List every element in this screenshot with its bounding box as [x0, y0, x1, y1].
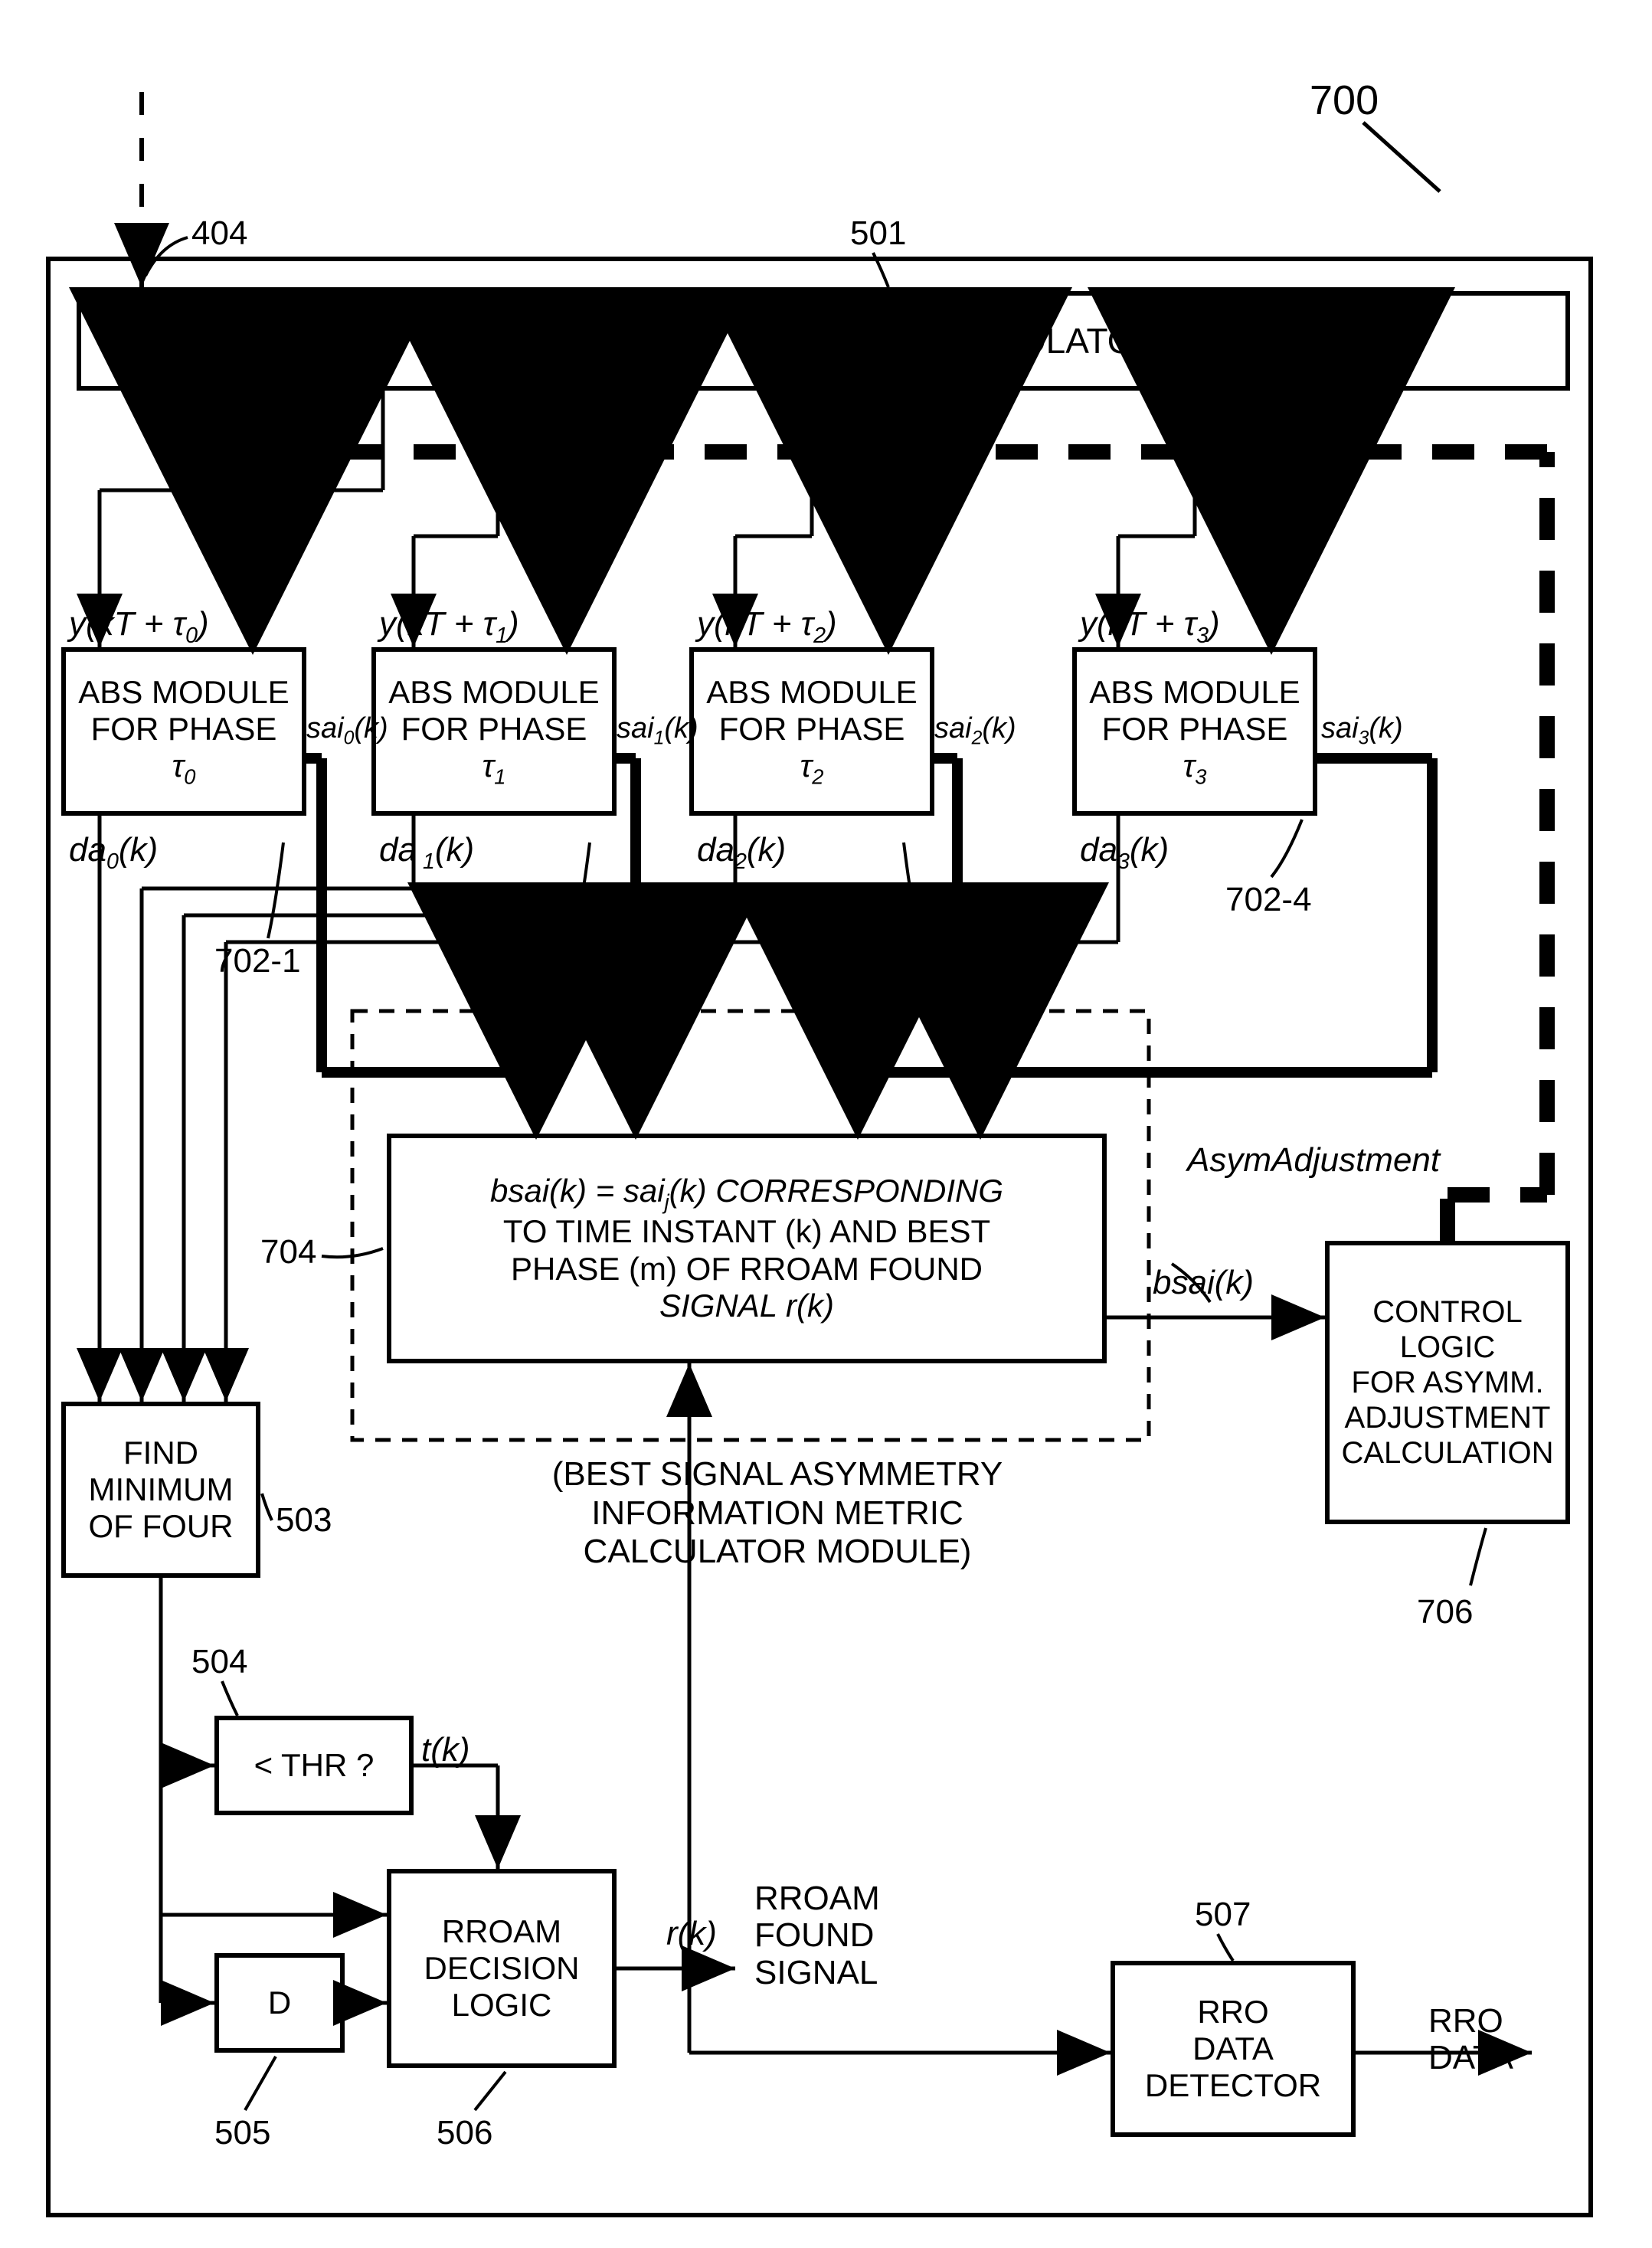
abs0-l2: FOR PHASE	[91, 711, 277, 747]
block-interp-text: DIGITAL INTERPOLATORS	[747, 321, 1184, 362]
ref-abs1: 702-1	[214, 942, 301, 980]
signal-rk: r(k)	[666, 1915, 717, 1953]
signal-bsaik: bsai(k)	[1153, 1264, 1254, 1302]
signal-y-tau2: y(kT + τ2)	[697, 605, 837, 649]
signal-sai2: sai2(k)	[934, 712, 1016, 750]
signal-asymadjustment: AsymAdjustment	[1187, 1141, 1440, 1180]
block-abs-tau3: ABS MODULE FOR PHASE τ3	[1072, 647, 1317, 816]
ref-detector: 507	[1195, 1896, 1251, 1934]
signal-y-tau1: y(kT + τ1)	[379, 605, 519, 649]
ref-thr: 504	[191, 1643, 247, 1681]
signal-y-tau3: y(kT + τ3)	[1080, 605, 1220, 649]
signal-rro-data-out: RRO DATA	[1428, 2003, 1513, 2077]
signal-da0: da0(k)	[69, 831, 158, 875]
ref-interp: 501	[850, 214, 906, 253]
bsai-module-label: (BEST SIGNAL ASYMMETRY INFORMATION METRI…	[425, 1455, 1130, 1572]
block-interpolators: DIGITAL INTERPOLATORS	[360, 291, 1570, 391]
block-control-logic: CONTROL LOGIC FOR ASYMM. ADJUSTMENT CALC…	[1325, 1241, 1570, 1524]
block-rroam-decision: RROAM DECISION LOGIC	[387, 1869, 617, 2068]
rroam-found-label: RROAM FOUND SIGNAL	[754, 1880, 880, 1991]
ref-abs3: 702-3	[865, 942, 952, 980]
ref-bsai: 704	[260, 1233, 316, 1271]
decision-text: RROAM DECISION LOGIC	[399, 1913, 604, 2024]
delay-text: D	[268, 1985, 291, 2021]
block-ad-text: A/D	[115, 322, 168, 359]
block-find-minimum: FIND MINIMUM OF FOUR	[61, 1402, 260, 1578]
ref-abs2: 702-2	[521, 942, 607, 980]
block-delay: D	[214, 1953, 345, 2053]
signal-da2: da2(k)	[697, 831, 786, 875]
ref-delay: 505	[214, 2114, 270, 2152]
signal-da1: da 1(k)	[379, 831, 474, 875]
block-ad: A/D	[77, 291, 207, 391]
ref-ctrl: 706	[1417, 1593, 1473, 1631]
ref-min: 503	[276, 1501, 332, 1540]
block-abs-tau0: ABS MODULE FOR PHASE τ0	[61, 647, 306, 816]
block-abs-tau1: ABS MODULE FOR PHASE τ1	[371, 647, 617, 816]
block-rro-detector: RRO DATA DETECTOR	[1111, 1961, 1356, 2137]
ref-figure-700: 700	[1310, 77, 1379, 124]
signal-tk: t(k)	[421, 1731, 470, 1769]
block-thr-compare: < THR ?	[214, 1716, 414, 1815]
min-text: FIND MINIMUM OF FOUR	[74, 1435, 248, 1546]
signal-sai3: sai3(k)	[1321, 712, 1403, 750]
ref-ad: 404	[191, 214, 247, 253]
signal-sai1: sai1(k)	[617, 712, 698, 750]
block-abs-tau2: ABS MODULE FOR PHASE τ2	[689, 647, 934, 816]
signal-y0-input: y(kT + τ0)	[211, 290, 351, 333]
block-bsai-selector: bsai(k) = saij(k) CORRESPONDING TO TIME …	[387, 1134, 1107, 1363]
signal-sai0: sai0(k)	[306, 712, 388, 750]
ref-abs4: 702-4	[1225, 881, 1312, 919]
signal-da3: da3(k)	[1080, 831, 1169, 875]
abs0-l1: ABS MODULE	[78, 674, 289, 710]
thr-text: < THR ?	[254, 1747, 375, 1784]
signal-y-tau0: y(kT + τ0)	[69, 605, 209, 649]
ref-decision: 506	[437, 2114, 492, 2152]
